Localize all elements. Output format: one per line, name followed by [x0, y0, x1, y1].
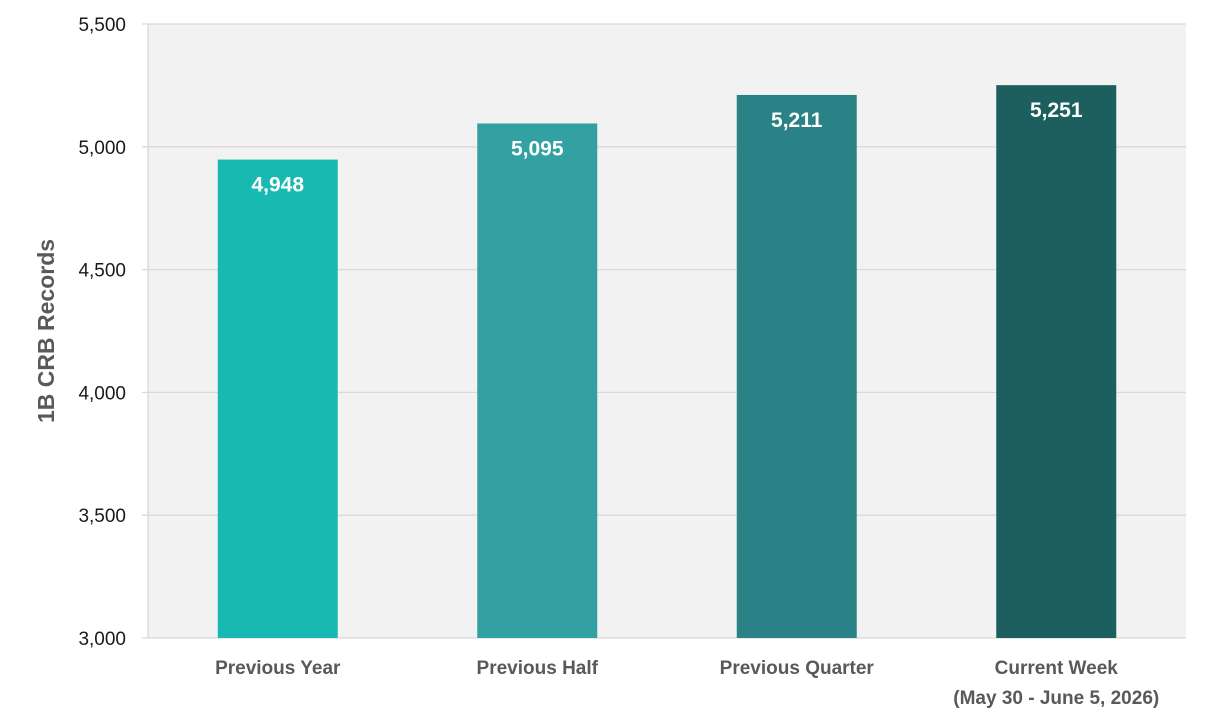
- bar: [996, 85, 1117, 638]
- data-labels: 4,948 5,095 5,211 5,251: [251, 99, 1082, 196]
- bar-value-label: 5,095: [511, 137, 564, 160]
- x-category-label: (May 30 - June 5, 2026): [953, 688, 1159, 709]
- bars: [217, 85, 1117, 639]
- x-category-label: Current Week: [995, 658, 1119, 679]
- y-tick-label: 4,500: [78, 261, 126, 282]
- y-tick-label: 5,000: [78, 138, 126, 159]
- x-category-label: Previous Half: [477, 658, 599, 679]
- bar: [736, 94, 857, 639]
- bar: [217, 159, 338, 638]
- y-tick-label: 4,000: [78, 383, 126, 404]
- x-category-label: Previous Quarter: [720, 658, 875, 679]
- bar-value-label: 5,251: [1030, 99, 1083, 122]
- y-axis-title: 1B CRB Records: [33, 239, 59, 423]
- bar-value-label: 5,211: [771, 109, 823, 132]
- x-axis-category-labels: Previous Year Previous Half Previous Quart…: [215, 658, 1159, 709]
- x-category-label: Previous Year: [215, 658, 341, 679]
- y-tick-label: 3,500: [78, 506, 126, 527]
- bar: [477, 123, 598, 638]
- bar-value-label: 4,948: [251, 174, 304, 197]
- y-tick-label: 3,000: [78, 629, 126, 650]
- y-tick-label: 5,500: [78, 15, 126, 36]
- y-axis-tick-labels: 3,000 3,500 4,000 4,500 5,000 5,500: [78, 15, 126, 650]
